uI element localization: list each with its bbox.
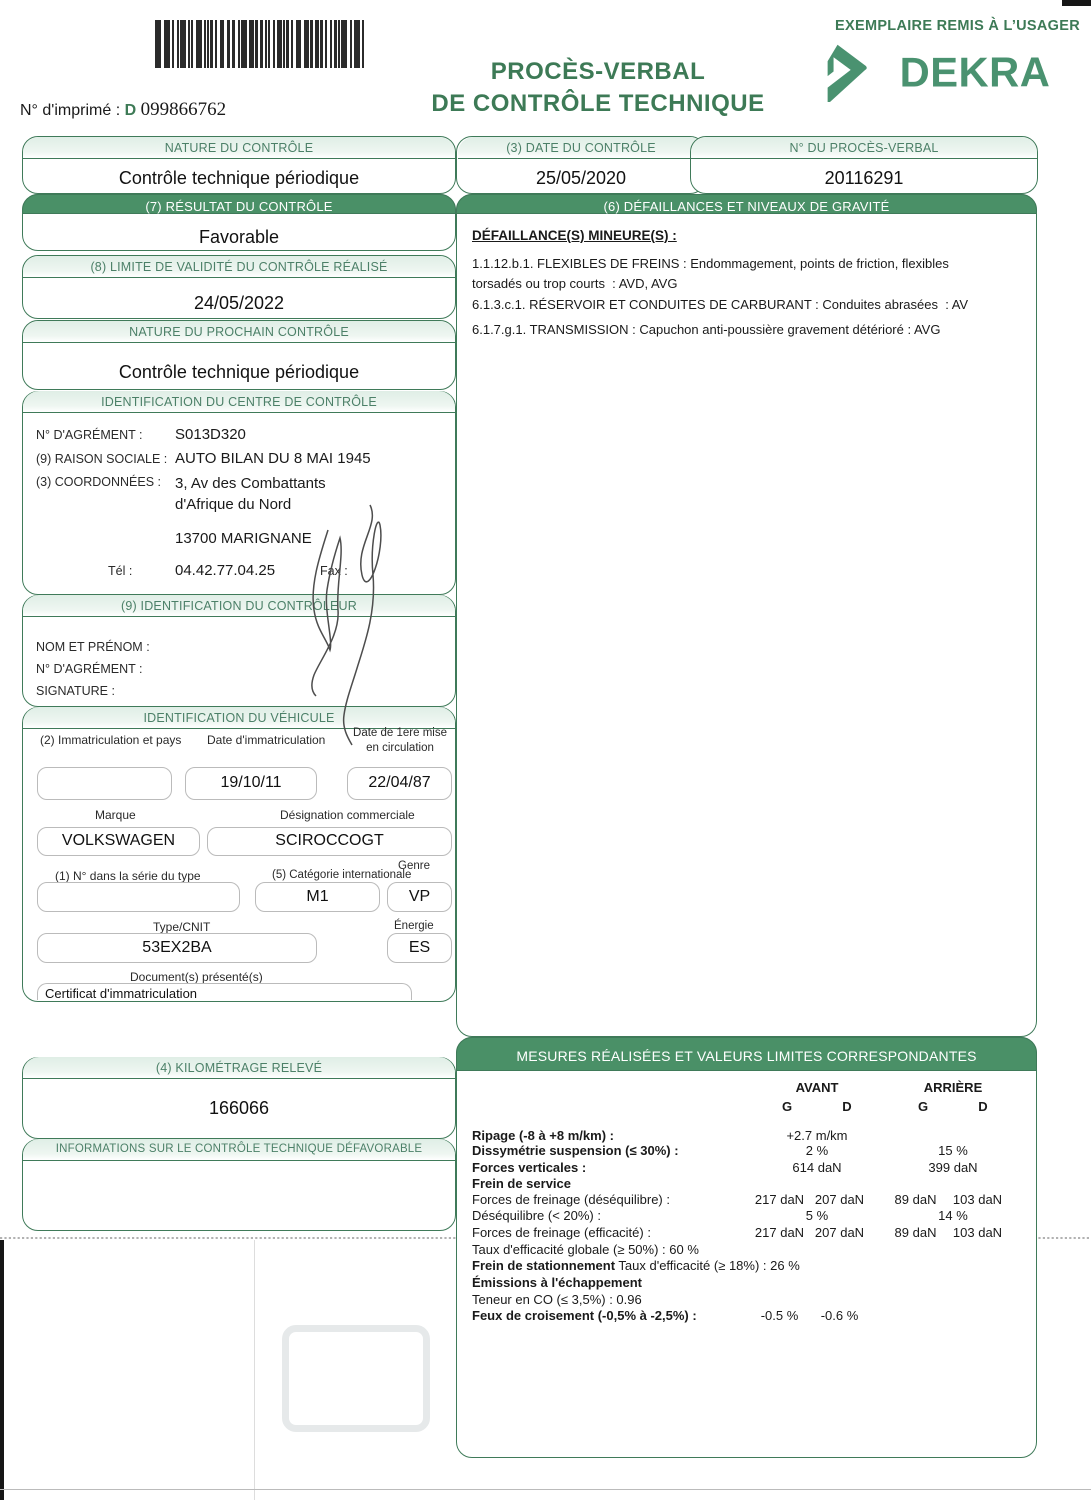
svg-text:DEKRA: DEKRA [900,48,1051,95]
